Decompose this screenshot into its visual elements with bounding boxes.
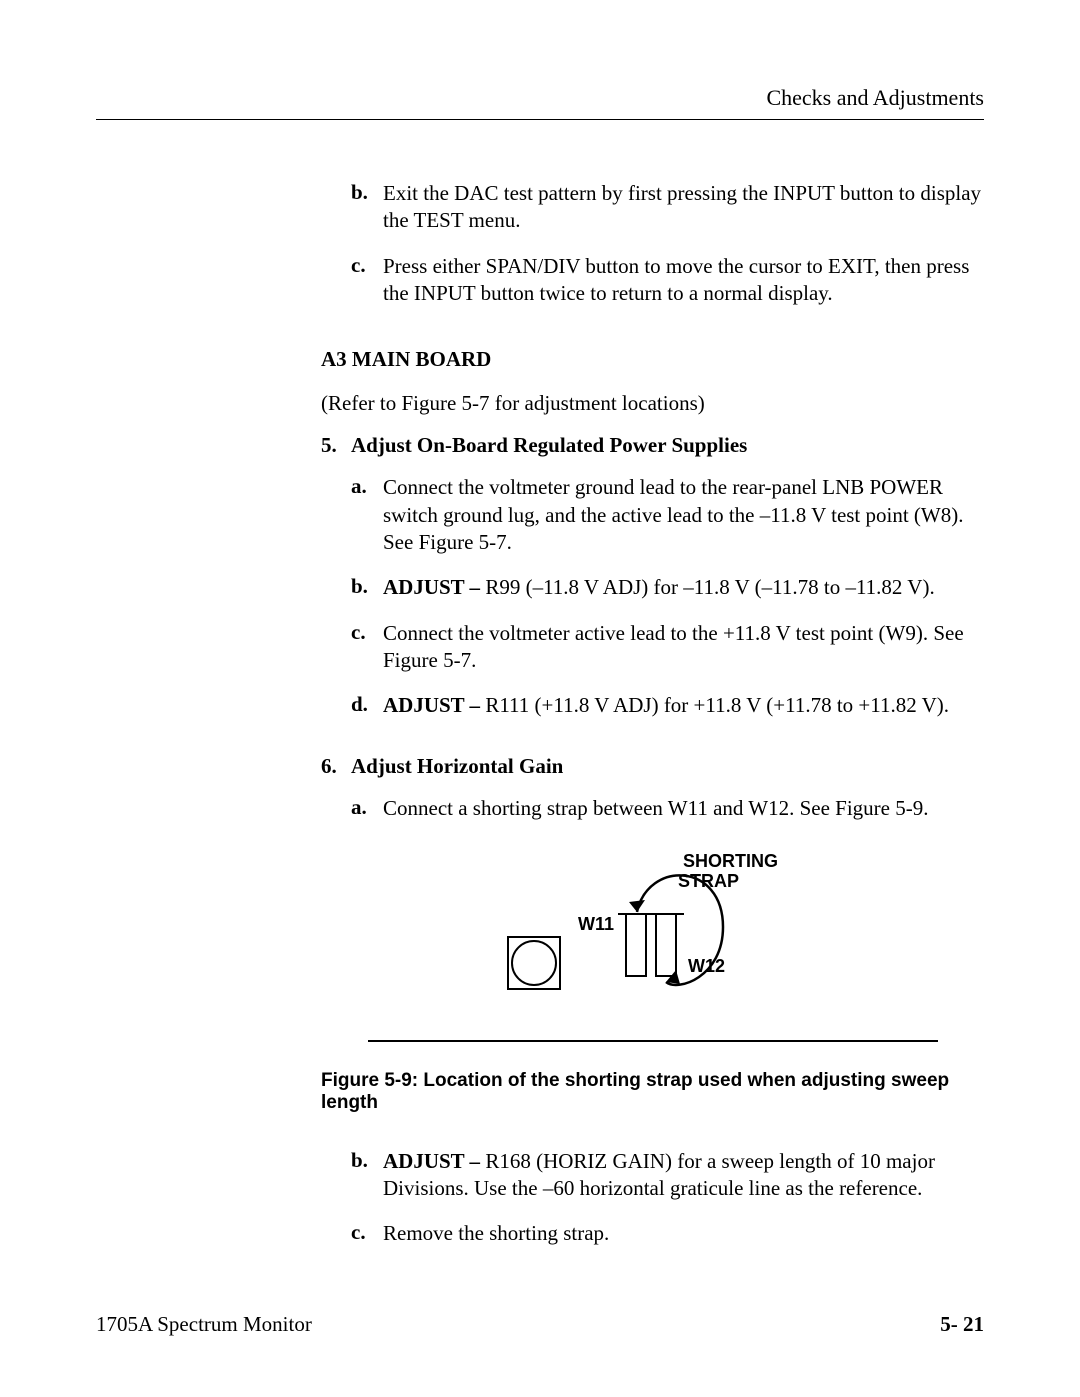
step-number: 5. — [321, 433, 351, 458]
footer-page-number: 5- 21 — [940, 1312, 984, 1337]
section-heading-a3: A3 MAIN BOARD — [321, 347, 984, 372]
item-marker-b: b. — [351, 1148, 383, 1203]
step6-sublist-cont: b. ADJUST – R168 (HORIZ GAIN) for a swee… — [351, 1148, 984, 1248]
step-5-heading: 5. Adjust On-Board Regulated Power Suppl… — [321, 433, 984, 458]
step-title: Adjust On-Board Regulated Power Supplies — [351, 433, 984, 458]
item-marker-b: b. — [351, 180, 383, 235]
page: Checks and Adjustments b. Exit the DAC t… — [0, 0, 1080, 1397]
step5-sublist: a. Connect the voltmeter ground lead to … — [351, 474, 984, 719]
header-rule — [96, 119, 984, 120]
list-item: a. Connect the voltmeter ground lead to … — [351, 474, 984, 556]
step-title: Adjust Horizontal Gain — [351, 754, 984, 779]
item-text: Connect the voltmeter active lead to the… — [383, 620, 984, 675]
adjust-rest: R111 (+11.8 V ADJ) for +11.8 V (+11.78 t… — [485, 693, 949, 717]
adjust-label: ADJUST – — [383, 693, 485, 717]
page-footer: 1705A Spectrum Monitor 5- 21 — [96, 1312, 984, 1337]
content-column: b. Exit the DAC test pattern by first pr… — [321, 180, 984, 1248]
item-marker-c: c. — [351, 1220, 383, 1247]
step-6-heading: 6. Adjust Horizontal Gain — [321, 754, 984, 779]
item-text: Press either SPAN/DIV button to move the… — [383, 253, 984, 308]
item-marker-c: c. — [351, 253, 383, 308]
label-w11: W11 — [578, 914, 614, 934]
item-text: ADJUST – R168 (HORIZ GAIN) for a sweep l… — [383, 1148, 984, 1203]
footer-left: 1705A Spectrum Monitor — [96, 1312, 312, 1337]
item-marker-b: b. — [351, 574, 383, 601]
item-marker-c: c. — [351, 620, 383, 675]
continued-sublist: b. Exit the DAC test pattern by first pr… — [351, 180, 984, 307]
adjust-rest: R99 (–11.8 V ADJ) for –11.8 V (–11.78 to… — [485, 575, 934, 599]
list-item: a. Connect a shorting strap between W11 … — [351, 795, 984, 822]
item-marker-d: d. — [351, 692, 383, 719]
figure-5-9: SHORTING STRAP W11 W12 — [321, 842, 984, 1012]
item-text: Connect the voltmeter ground lead to the… — [383, 474, 984, 556]
adjust-label: ADJUST – — [383, 1149, 485, 1173]
item-marker-a: a. — [351, 795, 383, 822]
item-text: Remove the shorting strap. — [383, 1220, 984, 1247]
list-item: b. ADJUST – R99 (–11.8 V ADJ) for –11.8 … — [351, 574, 984, 601]
label-strap: STRAP — [678, 871, 739, 891]
adjust-label: ADJUST – — [383, 575, 485, 599]
item-text: Exit the DAC test pattern by first press… — [383, 180, 984, 235]
refer-line: (Refer to Figure 5-7 for adjustment loca… — [321, 390, 984, 417]
list-item: b. Exit the DAC test pattern by first pr… — [351, 180, 984, 235]
figure-caption: Figure 5-9: Location of the shorting str… — [321, 1070, 984, 1114]
list-item: b. ADJUST – R168 (HORIZ GAIN) for a swee… — [351, 1148, 984, 1203]
item-text: Connect a shorting strap between W11 and… — [383, 795, 984, 822]
list-item: c. Press either SPAN/DIV button to move … — [351, 253, 984, 308]
label-w12: W12 — [688, 956, 725, 976]
step-number: 6. — [321, 754, 351, 779]
figure-diagram: SHORTING STRAP W11 W12 — [498, 842, 808, 1007]
item-text: ADJUST – R99 (–11.8 V ADJ) for –11.8 V (… — [383, 574, 984, 601]
running-header: Checks and Adjustments — [96, 85, 984, 111]
figure-rule — [368, 1040, 938, 1042]
item-marker-a: a. — [351, 474, 383, 556]
step6-sublist: a. Connect a shorting strap between W11 … — [351, 795, 984, 822]
label-shorting: SHORTING — [683, 851, 778, 871]
list-item: c. Connect the voltmeter active lead to … — [351, 620, 984, 675]
list-item: c. Remove the shorting strap. — [351, 1220, 984, 1247]
item-text: ADJUST – R111 (+11.8 V ADJ) for +11.8 V … — [383, 692, 984, 719]
list-item: d. ADJUST – R111 (+11.8 V ADJ) for +11.8… — [351, 692, 984, 719]
